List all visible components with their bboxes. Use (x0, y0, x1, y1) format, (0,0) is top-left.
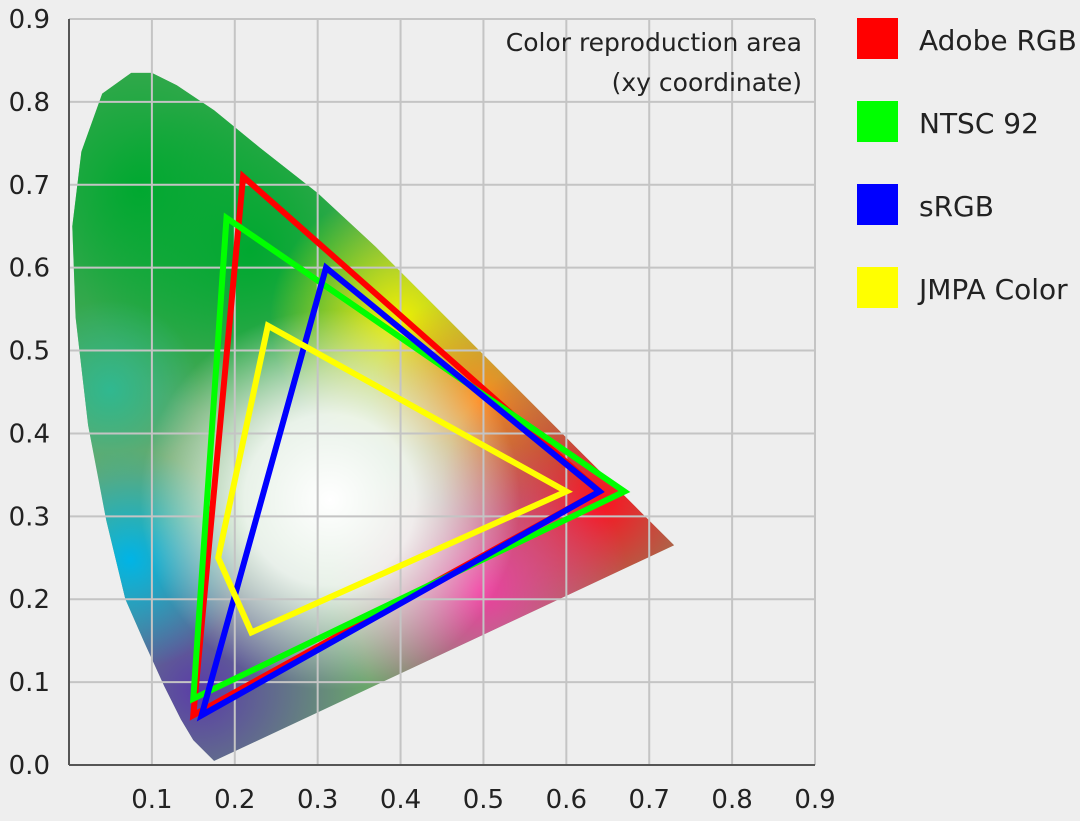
legend-swatch-jmpa-color (857, 267, 898, 308)
legend-label-adobe-rgb: Adobe RGB (919, 24, 1077, 57)
x-tick-label-7: 0.7 (629, 785, 670, 815)
x-tick-label-4: 0.4 (380, 785, 421, 815)
series-jmpa-color-outline (215, 321, 573, 637)
x-tick-label-3: 0.3 (297, 785, 338, 815)
axes (68, 19, 815, 766)
y-tick-label-4: 0.4 (9, 419, 50, 449)
y-tick-label-8: 0.8 (9, 88, 50, 118)
y-tick-label-7: 0.7 (9, 171, 50, 201)
y-axis-ticks: 0.0 0.1 0.2 0.3 0.4 0.5 0.6 0.7 0.8 0.9 (9, 5, 50, 781)
y-tick-label-6: 0.6 (9, 254, 50, 284)
legend-label-ntsc-92: NTSC 92 (919, 107, 1039, 140)
chart-title: Color reproduction area (506, 28, 802, 57)
legend-swatch-srgb (857, 184, 898, 225)
legend-swatch-ntsc-92 (857, 101, 898, 142)
legend-label-srgb: sRGB (919, 190, 994, 223)
x-tick-label-9: 0.9 (794, 785, 835, 815)
y-tick-label-0: 0.0 (9, 751, 50, 781)
y-tick-label-9: 0.9 (9, 5, 50, 35)
y-tick-label-1: 0.1 (9, 668, 50, 698)
y-tick-label-5: 0.5 (9, 337, 50, 367)
series-srgb-outline (196, 262, 605, 722)
x-tick-label-1: 0.1 (131, 785, 172, 815)
legend-label-jmpa-color: JMPA Color (917, 273, 1068, 306)
x-axis-ticks: 0.1 0.2 0.3 0.4 0.5 0.6 0.7 0.8 0.9 (131, 785, 835, 815)
x-tick-label-8: 0.8 (711, 785, 752, 815)
series-ntsc-92-outline (189, 212, 631, 704)
y-tick-label-3: 0.3 (9, 502, 50, 532)
x-tick-label-5: 0.5 (463, 785, 504, 815)
gamut-series (189, 170, 631, 722)
legend-swatch-adobe-rgb (857, 18, 898, 59)
chart-subtitle: (xy coordinate) (612, 68, 802, 97)
legend: Adobe RGB NTSC 92 sRGB JMPA Color (857, 18, 1077, 308)
y-tick-label-2: 0.2 (9, 585, 50, 615)
x-tick-label-6: 0.6 (546, 785, 587, 815)
x-tick-label-2: 0.2 (214, 785, 255, 815)
